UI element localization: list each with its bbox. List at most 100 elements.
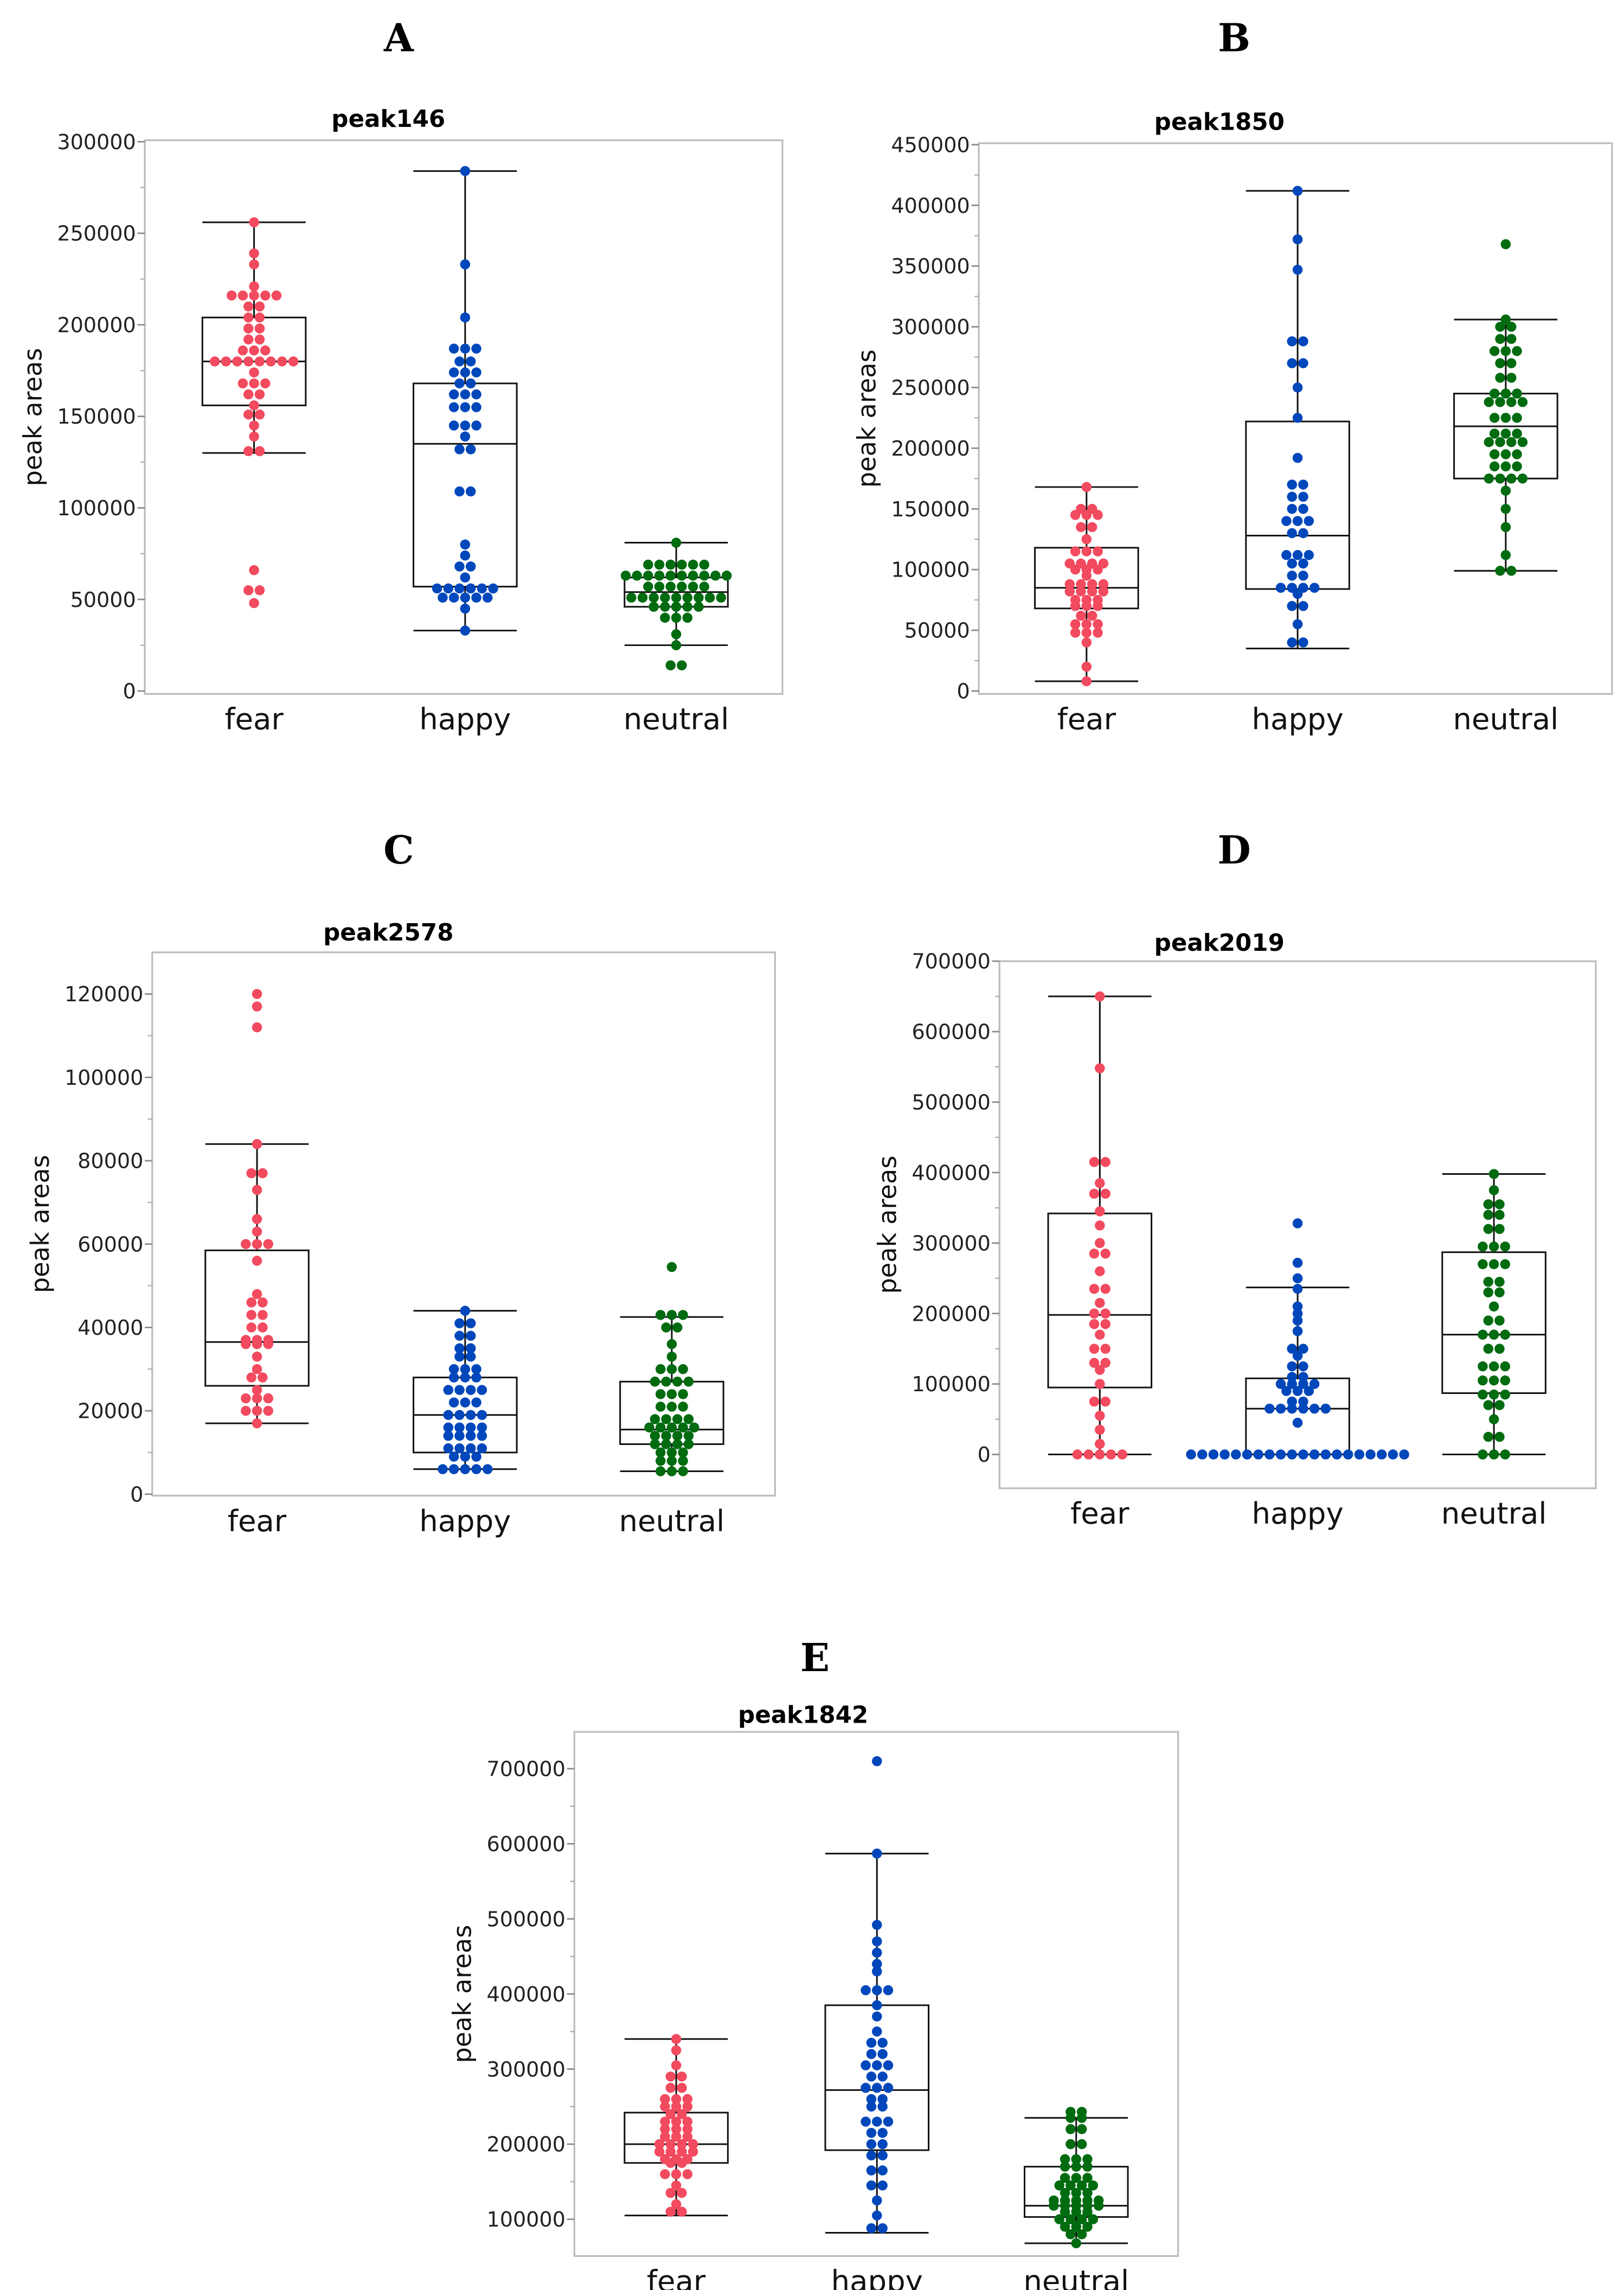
data-point-happy <box>1287 1372 1297 1382</box>
data-point-happy <box>460 166 471 176</box>
data-point-happy <box>872 2026 882 2037</box>
data-point-fear <box>1089 1344 1100 1354</box>
y-tick-label: 300000 <box>57 130 136 154</box>
data-point-happy <box>454 486 465 497</box>
data-point-fear <box>246 1297 256 1308</box>
data-point-fear <box>677 2109 687 2119</box>
data-point-happy <box>1186 1449 1196 1460</box>
data-point-happy <box>1298 358 1308 368</box>
panel-letter: A <box>383 16 414 61</box>
data-point-neutral <box>632 571 642 581</box>
data-point-happy <box>454 1385 465 1395</box>
data-point-fear <box>1095 1379 1105 1389</box>
data-point-neutral <box>672 1322 683 1333</box>
data-point-happy <box>1197 1449 1208 1460</box>
data-point-fear <box>252 1022 262 1033</box>
data-point-happy <box>866 2094 877 2105</box>
data-point-fear <box>677 2146 687 2157</box>
data-point-fear <box>263 1405 273 1416</box>
data-point-neutral <box>1489 449 1500 459</box>
data-point-fear <box>1089 1319 1100 1329</box>
data-point-fear <box>252 1418 262 1429</box>
data-point-neutral <box>1500 428 1511 439</box>
data-point-happy <box>1298 1379 1308 1389</box>
data-point-fear <box>237 290 248 301</box>
data-point-neutral <box>1500 1329 1511 1340</box>
data-point-neutral <box>1500 1375 1511 1386</box>
y-tick-label: 120000 <box>65 982 143 1006</box>
data-point-neutral <box>1484 397 1494 407</box>
data-point-neutral <box>1071 2238 1082 2249</box>
data-point-neutral <box>1484 437 1494 447</box>
data-point-happy <box>454 444 465 455</box>
data-point-fear <box>1095 1238 1105 1249</box>
data-point-happy <box>1298 336 1308 347</box>
data-point-happy <box>454 378 465 389</box>
data-point-happy <box>1275 1449 1286 1460</box>
data-point-fear <box>1081 482 1092 492</box>
data-point-happy <box>866 2128 877 2138</box>
data-point-neutral <box>1494 1315 1505 1326</box>
data-point-happy <box>443 1422 454 1433</box>
data-point-fear <box>1081 601 1092 611</box>
data-point-fear <box>226 290 237 301</box>
data-point-neutral <box>1512 388 1522 399</box>
data-point-fear <box>263 1339 273 1349</box>
data-point-happy <box>877 2094 888 2105</box>
data-point-fear <box>1089 1358 1100 1368</box>
data-point-fear <box>243 446 254 457</box>
chart-title: peak146 <box>331 106 445 133</box>
data-point-fear <box>660 2124 670 2134</box>
data-point-happy <box>471 592 482 603</box>
data-point-happy <box>1275 583 1286 593</box>
data-point-neutral <box>1076 2139 1087 2150</box>
data-point-happy <box>1275 1403 1286 1414</box>
iqr-box <box>1245 1377 1350 1456</box>
data-point-happy <box>1292 1308 1303 1319</box>
data-point-neutral <box>682 592 693 603</box>
data-point-happy <box>438 592 448 603</box>
panel-letter: B <box>1218 16 1250 61</box>
data-point-neutral <box>665 660 676 670</box>
data-point-happy <box>1264 1403 1275 1414</box>
x-category-label: happy <box>1251 702 1343 737</box>
data-point-happy <box>465 1318 476 1328</box>
data-point-neutral <box>1484 474 1494 484</box>
data-point-neutral <box>1082 2206 1093 2217</box>
data-point-fear <box>665 2109 676 2119</box>
data-point-neutral <box>666 1351 677 1362</box>
y-tick-label: 400000 <box>912 1161 990 1185</box>
data-point-fear <box>1087 579 1097 590</box>
data-point-neutral <box>643 581 653 592</box>
data-point-fear <box>246 1372 256 1383</box>
y-tick-label: 250000 <box>57 222 136 246</box>
data-point-happy <box>1292 185 1303 196</box>
data-point-neutral <box>688 571 698 581</box>
data-point-neutral <box>1495 322 1505 332</box>
data-point-happy <box>866 2139 877 2150</box>
x-category-label: happy <box>419 1504 511 1538</box>
data-point-happy <box>1376 1449 1387 1460</box>
data-point-neutral <box>677 581 687 592</box>
data-point-neutral <box>650 1439 660 1449</box>
data-point-happy <box>1287 558 1297 569</box>
data-point-fear <box>241 1339 251 1349</box>
data-point-happy <box>471 389 482 400</box>
data-point-neutral <box>1517 474 1528 484</box>
data-point-happy <box>1309 1449 1320 1460</box>
data-point-fear <box>252 1385 262 1395</box>
data-point-happy <box>872 1920 882 1930</box>
data-point-fear <box>254 323 265 334</box>
data-point-happy <box>1287 358 1297 368</box>
data-point-happy <box>866 2049 877 2059</box>
data-point-happy <box>1292 1301 1303 1312</box>
data-point-fear <box>1095 1266 1105 1276</box>
y-tick-label: 150000 <box>57 405 136 428</box>
data-point-happy <box>1292 452 1303 463</box>
x-category-label: fear <box>224 702 284 737</box>
data-point-happy <box>1292 1218 1303 1229</box>
data-point-neutral <box>1489 413 1500 423</box>
data-point-neutral <box>678 1422 688 1433</box>
